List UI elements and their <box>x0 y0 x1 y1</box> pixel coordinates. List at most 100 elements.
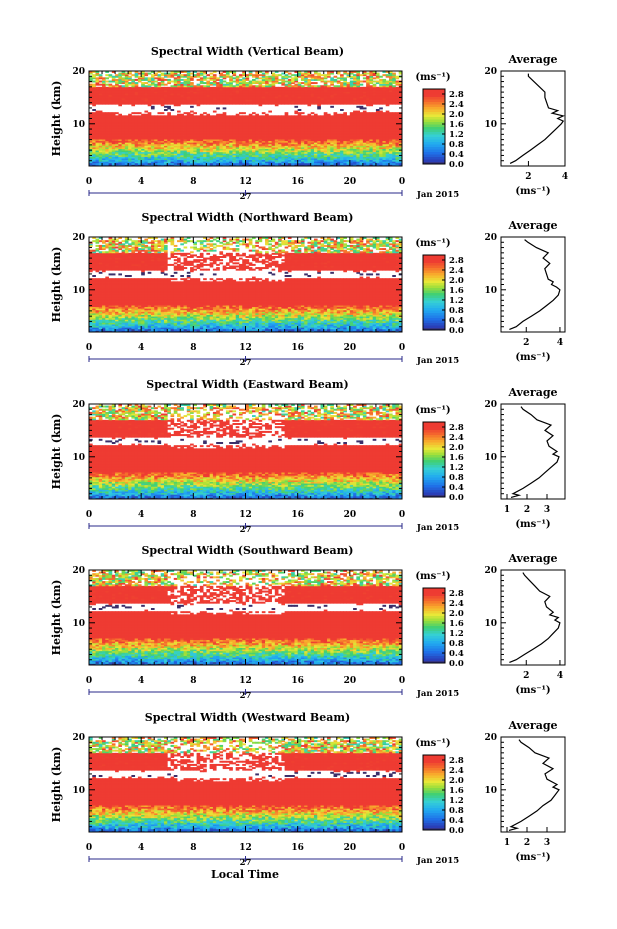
heatmap-cell <box>209 139 214 142</box>
heatmap-cell <box>392 153 396 156</box>
heatmap-cell <box>111 162 116 165</box>
heatmap-cell <box>173 101 178 104</box>
heatmap-cell <box>278 159 282 162</box>
heatmap-cell <box>163 99 168 102</box>
heatmap-cell <box>310 153 315 156</box>
heatmap-cell <box>359 113 364 116</box>
heatmap-cell <box>232 126 237 129</box>
heatmap-cell <box>209 161 214 164</box>
heatmap-cell <box>111 156 116 159</box>
heatmap-cell <box>196 124 201 127</box>
heatmap-cell <box>287 151 292 154</box>
heatmap-cell <box>379 107 383 110</box>
heatmap-cell <box>395 132 400 135</box>
heatmap-cell <box>167 101 171 104</box>
heatmap-cell <box>343 99 347 102</box>
heatmap-cell <box>349 112 354 115</box>
heatmap-cell <box>206 123 211 126</box>
heatmap-cell <box>349 75 354 78</box>
heatmap-cell <box>190 161 194 164</box>
heatmap-cell <box>284 118 289 121</box>
heatmap-cell <box>369 137 374 140</box>
heatmap-cell <box>300 85 305 88</box>
heatmap-cell <box>271 115 276 118</box>
heatmap-cell <box>372 124 377 127</box>
heatmap-cell <box>121 142 126 145</box>
heatmap-cell <box>225 82 230 85</box>
heatmap-cell <box>294 140 299 143</box>
heatmap-cell <box>369 118 374 121</box>
heatmap-cell <box>317 150 321 153</box>
heatmap-cell <box>245 116 250 119</box>
heatmap-cell <box>219 147 224 149</box>
heatmap-cell <box>372 147 377 149</box>
heatmap-cell <box>92 162 96 165</box>
heatmap-cell <box>177 151 181 154</box>
heatmap-cell <box>349 134 354 137</box>
heatmap-cell <box>375 147 380 149</box>
heatmap-cell <box>323 147 328 149</box>
heatmap-cell <box>268 140 272 143</box>
heatmap-cell <box>395 128 400 130</box>
heatmap-cell <box>193 147 197 149</box>
heatmap-cell <box>392 128 396 130</box>
heatmap-cell <box>317 99 321 102</box>
heatmap-cell <box>271 120 276 123</box>
heatmap-cell <box>170 145 175 148</box>
heatmap-cell <box>300 118 305 121</box>
heatmap-cell <box>190 102 194 105</box>
heatmap-cell <box>392 131 396 134</box>
heatmap-cell <box>157 147 162 149</box>
heatmap-cell <box>209 116 214 119</box>
heatmap-cell <box>349 116 354 119</box>
heatmap-cell <box>147 123 152 126</box>
heatmap-cell <box>222 164 227 167</box>
heatmap-cell <box>238 159 243 162</box>
heatmap-cell <box>141 153 145 156</box>
heatmap-cell <box>369 85 374 88</box>
heatmap-cell <box>372 142 377 145</box>
heatmap-cell <box>157 164 162 167</box>
heatmap-cell <box>372 158 377 161</box>
heatmap-cell <box>105 126 109 129</box>
heatmap-cell <box>323 137 328 140</box>
heatmap-cell <box>111 142 116 145</box>
heatmap-cell <box>170 151 175 154</box>
heatmap-cell <box>222 83 227 86</box>
heatmap-cell <box>121 132 126 135</box>
heatmap-cell <box>102 126 106 129</box>
heatmap-cell <box>147 102 152 105</box>
heatmap-cell <box>320 147 325 149</box>
heatmap-cell <box>310 159 315 162</box>
heatmap-cell <box>167 128 171 130</box>
heatmap-cell <box>297 118 302 121</box>
heatmap-cell <box>150 102 155 105</box>
heatmap-cell <box>235 156 240 159</box>
heatmap-cell <box>128 126 132 129</box>
heatmap-cell <box>180 99 184 102</box>
heatmap-cell <box>307 145 312 148</box>
heatmap-cell <box>235 132 240 135</box>
heatmap-cell <box>340 142 344 145</box>
heatmap-cell <box>235 131 240 134</box>
heatmap-cell <box>134 159 139 162</box>
heatmap-cell <box>382 135 387 138</box>
heatmap-cell <box>388 147 393 149</box>
heatmap-cell <box>131 121 136 124</box>
heatmap-cell <box>229 129 233 132</box>
heatmap-cell <box>235 148 240 151</box>
heatmap-cell <box>304 148 308 151</box>
heatmap-cell <box>362 113 367 116</box>
heatmap-cell <box>134 143 139 146</box>
heatmap-cell <box>121 140 126 143</box>
heatmap-cell <box>340 126 344 129</box>
heatmap-cell <box>137 102 142 105</box>
heatmap-cell <box>359 80 364 83</box>
heatmap-cell <box>359 158 364 161</box>
heatmap-cell <box>245 161 250 164</box>
heatmap-cell <box>141 121 145 124</box>
heatmap-cell <box>281 129 286 132</box>
heatmap-cell <box>382 142 387 145</box>
heatmap-cell <box>356 126 361 129</box>
heatmap-cell <box>313 137 318 140</box>
